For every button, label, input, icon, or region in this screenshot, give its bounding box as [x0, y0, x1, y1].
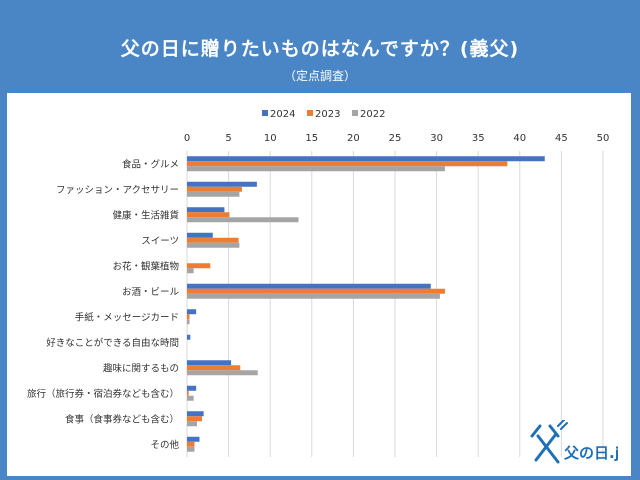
page-title: 父の日に贈りたいものはなんですか？(義父): [120, 38, 520, 60]
bar-2024: [187, 181, 257, 187]
bar-2022: [187, 268, 194, 274]
legend-swatch: [262, 110, 268, 116]
category-label: 健康・生活雑貨: [112, 209, 179, 221]
bar-2023: [187, 263, 211, 269]
bar-2022: [187, 242, 240, 248]
category-label: 趣味に関するもの: [103, 362, 179, 374]
logo-text: 父の日.jp: [563, 444, 618, 462]
category-label: 好きなことができる自由な時間: [46, 337, 179, 349]
bar-2023: [187, 186, 242, 192]
x-tick-label: 50: [597, 133, 610, 144]
category-label: お酒・ビール: [122, 287, 180, 298]
x-tick-label: 40: [513, 133, 526, 144]
bar-2023: [187, 237, 239, 243]
bar-2024: [187, 436, 200, 442]
bar-2023: [187, 314, 190, 320]
bar-2024: [187, 283, 431, 289]
bar-2024: [187, 385, 197, 391]
category-label: 旅行（旅行券・宿泊券なども含む）: [27, 388, 179, 400]
legend-swatch: [352, 110, 358, 116]
category-label: 食事（食事券なども含む）: [65, 413, 179, 425]
legend-label: 2024: [270, 109, 295, 120]
bar-2024: [187, 309, 197, 315]
chart-panel: 2024 2023 2022 0 5 10 15 20 25 30 35 40 45 50 食品・グルメファ…: [7, 93, 631, 476]
bar-2022: [187, 217, 299, 223]
bar-2022: [187, 166, 445, 172]
bar-2022: [187, 421, 197, 427]
bar-2023: [187, 390, 189, 396]
bar-2022: [187, 446, 195, 452]
category-label: 食品・グルメ: [122, 158, 179, 170]
x-tick-label: 45: [555, 133, 568, 144]
x-tick-label: 5: [225, 133, 231, 144]
bar-2024: [187, 411, 204, 417]
category-label: ファッション・アクセサリー: [56, 185, 179, 196]
bar-2024: [187, 232, 213, 238]
category-label: スイーツ: [141, 236, 179, 247]
bar-2023: [187, 288, 445, 294]
x-tick-label: 15: [305, 133, 318, 144]
legend-label: 2022: [360, 109, 385, 120]
bar-2024: [187, 207, 225, 213]
bar-2022: [187, 191, 240, 197]
bar-2022: [187, 319, 190, 325]
bar-2023: [187, 161, 508, 167]
page-subtitle: （定点調査）: [283, 69, 356, 83]
logo-mark: [530, 420, 568, 464]
site-logo: 父の日.jp: [530, 420, 618, 464]
bar-2023: [187, 416, 202, 422]
header: 父の日に贈りたいものはなんですか？(義父) （定点調査）: [0, 0, 640, 92]
x-tick-label: 35: [472, 133, 485, 144]
x-tick-label: 25: [389, 133, 402, 144]
bar-2024: [187, 156, 545, 162]
bar-chart: 2024 2023 2022 0 5 10 15 20 25 30 35 40 45 50 食品・グルメファ…: [27, 109, 610, 457]
bar-2022: [187, 293, 440, 299]
bar-2022: [187, 395, 194, 401]
legend-label: 2023: [315, 109, 340, 120]
x-tick-label: 0: [184, 133, 190, 144]
x-tick-label: 30: [430, 133, 443, 144]
bar-2022: [187, 370, 258, 376]
category-label: 手紙・メッセージカード: [75, 311, 179, 323]
x-tick-label: 20: [347, 133, 360, 144]
category-label: お花・観葉植物: [112, 260, 179, 272]
legend-swatch: [307, 110, 313, 116]
bar-2023: [187, 212, 230, 218]
bar-2023: [187, 441, 195, 447]
bar-2024: [187, 360, 232, 366]
bar-2024: [187, 334, 191, 340]
bar-2023: [187, 365, 241, 371]
x-tick-label: 10: [264, 133, 277, 144]
category-label: その他: [150, 439, 179, 451]
